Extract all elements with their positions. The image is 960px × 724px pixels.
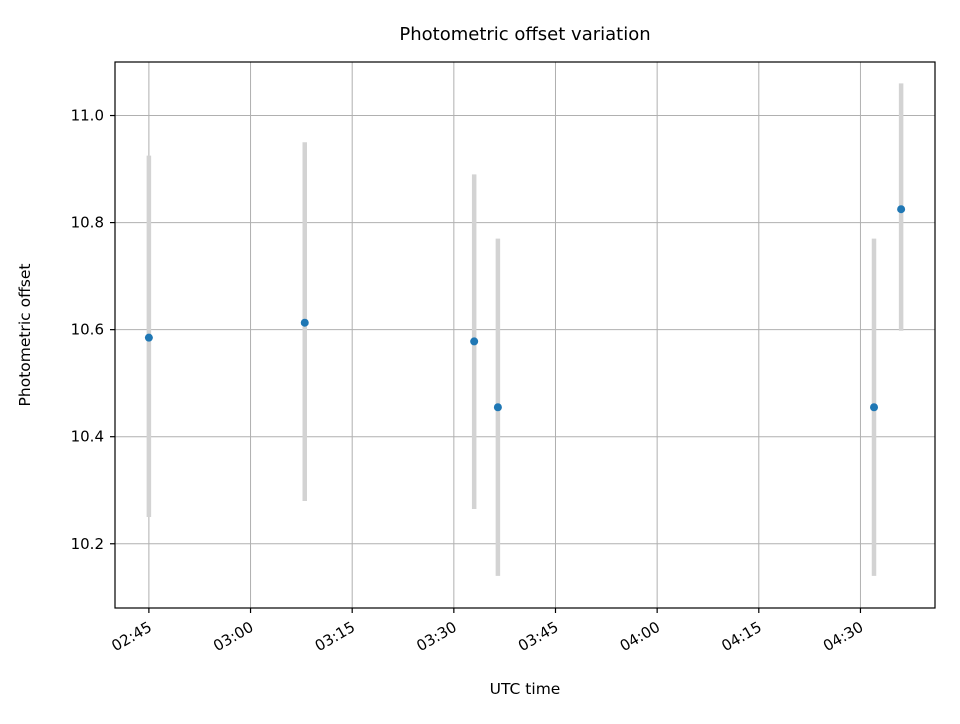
plot-border xyxy=(114,61,936,609)
y-tick-label: 11.0 xyxy=(71,107,104,125)
x-tick-label: 03:00 xyxy=(210,618,256,655)
y-tick-label: 10.4 xyxy=(71,428,104,446)
x-tick-label: 03:45 xyxy=(515,618,561,655)
chart-title: Photometric offset variation xyxy=(399,24,650,45)
data-point-marker xyxy=(300,318,309,327)
x-axis-label: UTC time xyxy=(490,680,561,698)
x-tick-label: 04:15 xyxy=(718,618,764,655)
y-tick-label: 10.2 xyxy=(71,535,104,553)
y-tick-label: 10.8 xyxy=(71,214,104,232)
data-point-marker xyxy=(144,333,153,342)
x-tick-label: 02:45 xyxy=(108,618,154,655)
data-point-marker xyxy=(897,205,906,214)
plot-area: 02:45 03:00 03:15 03:30 03:45 04:00 04:15 04:30… xyxy=(71,61,936,655)
data-point-marker xyxy=(470,337,479,346)
data-point-marker xyxy=(493,403,502,412)
x-tick-label: 04:30 xyxy=(820,618,866,655)
x-tick-label: 03:15 xyxy=(312,618,358,655)
data-point-marker xyxy=(870,403,879,412)
y-axis-label: Photometric offset xyxy=(16,264,34,407)
x-tick-label: 03:30 xyxy=(413,618,459,655)
y-tick-label: 10.6 xyxy=(71,321,104,339)
x-tick-label: 04:00 xyxy=(617,618,663,655)
